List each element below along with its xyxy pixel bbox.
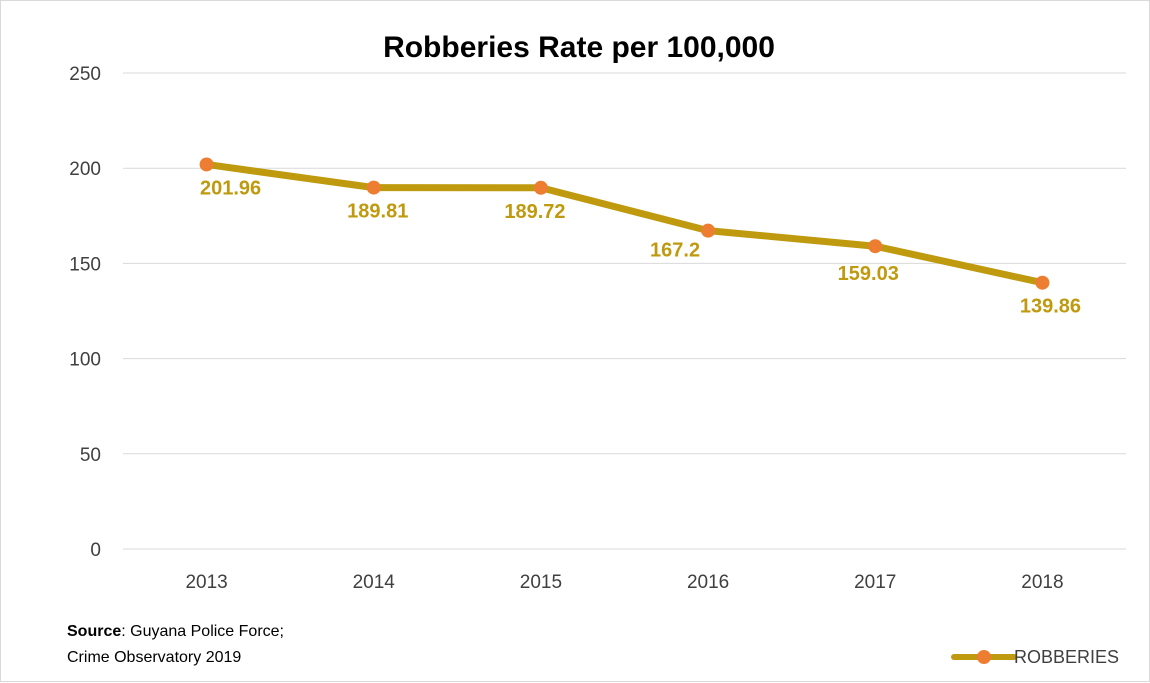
data-point-marker — [199, 157, 214, 172]
legend-label: ROBBERIES — [1014, 647, 1119, 667]
data-point-marker — [868, 239, 883, 254]
data-label: 159.03 — [838, 263, 899, 285]
data-label: 139.86 — [1020, 296, 1081, 318]
data-label: 189.72 — [504, 201, 565, 223]
series-line — [203, 160, 1046, 287]
y-tick-label: 200 — [69, 159, 101, 180]
chart-title: Robberies Rate per 100,000 — [383, 31, 775, 64]
data-label: 201.96 — [200, 177, 261, 199]
y-tick-label: 50 — [80, 445, 101, 466]
x-tick-label: 2018 — [1021, 572, 1063, 593]
x-axis-ticks: 2013 2014 2015 2016 2017 2018 — [185, 572, 1063, 593]
x-tick-label: 2015 — [520, 572, 562, 593]
series-robberies — [199, 157, 1050, 290]
x-tick-label: 2017 — [854, 572, 896, 593]
x-tick-label: 2013 — [185, 572, 227, 593]
data-point-marker — [701, 223, 716, 238]
x-tick-label: 2014 — [353, 572, 396, 593]
source-line-1: Source: Guyana Police Force; — [67, 619, 284, 645]
source-label: Source — [67, 623, 122, 640]
y-axis-ticks: 0 50 100 150 200 250 — [69, 64, 101, 561]
data-labels: 201.96 189.81 189.72 167.2 159.03 139.86 — [200, 177, 1081, 317]
x-tick-label: 2016 — [687, 572, 729, 593]
data-label: 167.2 — [650, 240, 700, 262]
data-point-marker — [366, 180, 381, 195]
source-text: : Guyana Police Force; — [121, 623, 284, 640]
data-label: 189.81 — [347, 201, 408, 223]
y-tick-label: 150 — [69, 254, 101, 275]
legend-marker-swatch — [977, 650, 991, 664]
source-note: Source: Guyana Police Force; Crime Obser… — [67, 619, 284, 671]
data-point-marker — [1035, 275, 1050, 290]
data-point-marker — [533, 180, 548, 195]
gridlines — [123, 72, 1126, 550]
y-tick-label: 100 — [69, 350, 101, 371]
legend: ROBBERIES — [951, 647, 1119, 667]
y-tick-label: 250 — [69, 64, 101, 85]
source-line-2: Crime Observatory 2019 — [67, 649, 242, 666]
y-tick-label: 0 — [90, 540, 101, 561]
